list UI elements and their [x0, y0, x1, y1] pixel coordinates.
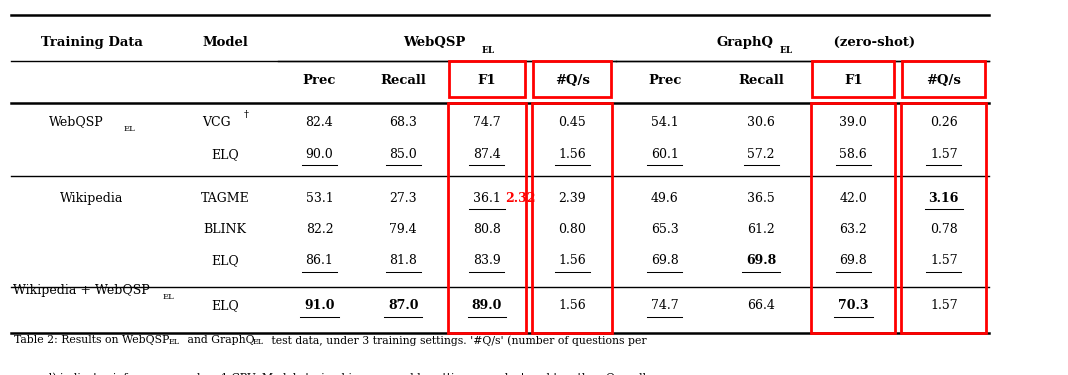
Text: 0.26: 0.26 — [930, 116, 958, 129]
Text: 79.4: 79.4 — [390, 223, 417, 236]
Text: GraphQ: GraphQ — [717, 36, 773, 49]
Text: 39.0: 39.0 — [839, 116, 867, 129]
Text: EL: EL — [169, 338, 179, 346]
Text: EL: EL — [252, 338, 264, 346]
Text: Training Data: Training Data — [41, 36, 143, 49]
Text: Prec: Prec — [648, 74, 681, 87]
Text: 91.0: 91.0 — [304, 299, 334, 312]
Text: 0.80: 0.80 — [559, 223, 586, 236]
Text: 65.3: 65.3 — [651, 223, 678, 236]
Text: 69.8: 69.8 — [745, 255, 776, 267]
Text: 85.0: 85.0 — [390, 148, 417, 161]
Text: F1: F1 — [477, 74, 497, 87]
Text: second) indicates inference speed on 1 CPU. Models trained in comparable setting: second) indicates inference speed on 1 C… — [14, 372, 646, 375]
Text: 80.8: 80.8 — [473, 223, 501, 236]
Text: 74.7: 74.7 — [651, 299, 678, 312]
Text: Recall: Recall — [380, 74, 426, 87]
Text: 60.1: 60.1 — [650, 148, 679, 161]
Text: Table 2: Results on WebQSP: Table 2: Results on WebQSP — [14, 335, 169, 345]
Text: 27.3: 27.3 — [390, 192, 417, 205]
Text: 74.7: 74.7 — [473, 116, 501, 129]
Text: 81.8: 81.8 — [389, 255, 418, 267]
Text: 90.0: 90.0 — [305, 148, 333, 161]
Text: 1.56: 1.56 — [559, 148, 586, 161]
Text: 42.0: 42.0 — [839, 192, 867, 205]
Text: 0.45: 0.45 — [559, 116, 586, 129]
Text: †: † — [245, 110, 249, 118]
Text: (zero-shot): (zero-shot) — [829, 36, 915, 49]
Text: test data, under 3 training settings. '#Q/s' (number of questions per: test data, under 3 training settings. '#… — [268, 335, 647, 346]
Text: 82.2: 82.2 — [305, 223, 333, 236]
Text: Model: Model — [202, 36, 248, 49]
Text: 53.1: 53.1 — [305, 192, 333, 205]
Text: 1.57: 1.57 — [930, 148, 958, 161]
Text: 58.6: 58.6 — [839, 148, 867, 161]
Text: and GraphQ: and GraphQ — [185, 335, 255, 345]
Text: Wikipedia: Wikipedia — [60, 192, 124, 205]
Text: #Q/s: #Q/s — [926, 74, 961, 87]
Text: 68.3: 68.3 — [389, 116, 418, 129]
Text: 2.39: 2.39 — [559, 192, 586, 205]
Text: TAGME: TAGME — [201, 192, 250, 205]
Text: 0.78: 0.78 — [930, 223, 958, 236]
Text: Prec: Prec — [302, 74, 336, 87]
Text: 69.8: 69.8 — [651, 255, 678, 267]
Text: 87.4: 87.4 — [473, 148, 501, 161]
Text: 54.1: 54.1 — [651, 116, 678, 129]
Text: 87.0: 87.0 — [388, 299, 419, 312]
Text: Recall: Recall — [738, 74, 784, 87]
Text: 63.2: 63.2 — [839, 223, 867, 236]
Text: WebQSP: WebQSP — [49, 116, 104, 129]
Text: 83.9: 83.9 — [473, 255, 501, 267]
Text: ELQ: ELQ — [211, 299, 239, 312]
Text: F1: F1 — [844, 74, 863, 87]
Text: Wikipedia + WebQSP: Wikipedia + WebQSP — [13, 284, 150, 297]
Text: BLINK: BLINK — [204, 223, 247, 236]
Text: 82.4: 82.4 — [305, 116, 333, 129]
Text: 86.1: 86.1 — [305, 255, 333, 267]
Text: EL: EL — [123, 125, 135, 133]
Text: EL: EL — [163, 293, 175, 301]
Text: VCG: VCG — [203, 116, 231, 129]
Text: 2.32: 2.32 — [505, 192, 536, 205]
Text: 66.4: 66.4 — [748, 299, 775, 312]
Text: 1.56: 1.56 — [559, 299, 586, 312]
Text: 49.6: 49.6 — [651, 192, 678, 205]
Text: EL: EL — [482, 46, 494, 55]
Text: 57.2: 57.2 — [748, 148, 775, 161]
Text: 70.3: 70.3 — [838, 299, 868, 312]
Text: 36.5: 36.5 — [748, 192, 775, 205]
Text: 1.57: 1.57 — [930, 255, 958, 267]
Text: EL: EL — [780, 46, 792, 55]
Text: 1.57: 1.57 — [930, 299, 958, 312]
Text: ELQ: ELQ — [211, 148, 239, 161]
Text: 69.8: 69.8 — [839, 255, 867, 267]
Text: 30.6: 30.6 — [748, 116, 775, 129]
Text: 89.0: 89.0 — [472, 299, 502, 312]
Text: 36.1: 36.1 — [473, 192, 501, 205]
Text: 3.16: 3.16 — [928, 192, 959, 205]
Text: WebQSP: WebQSP — [403, 36, 466, 49]
Text: #Q/s: #Q/s — [554, 74, 590, 87]
Text: 1.56: 1.56 — [559, 255, 586, 267]
Text: 61.2: 61.2 — [748, 223, 775, 236]
Text: ELQ: ELQ — [211, 255, 239, 267]
